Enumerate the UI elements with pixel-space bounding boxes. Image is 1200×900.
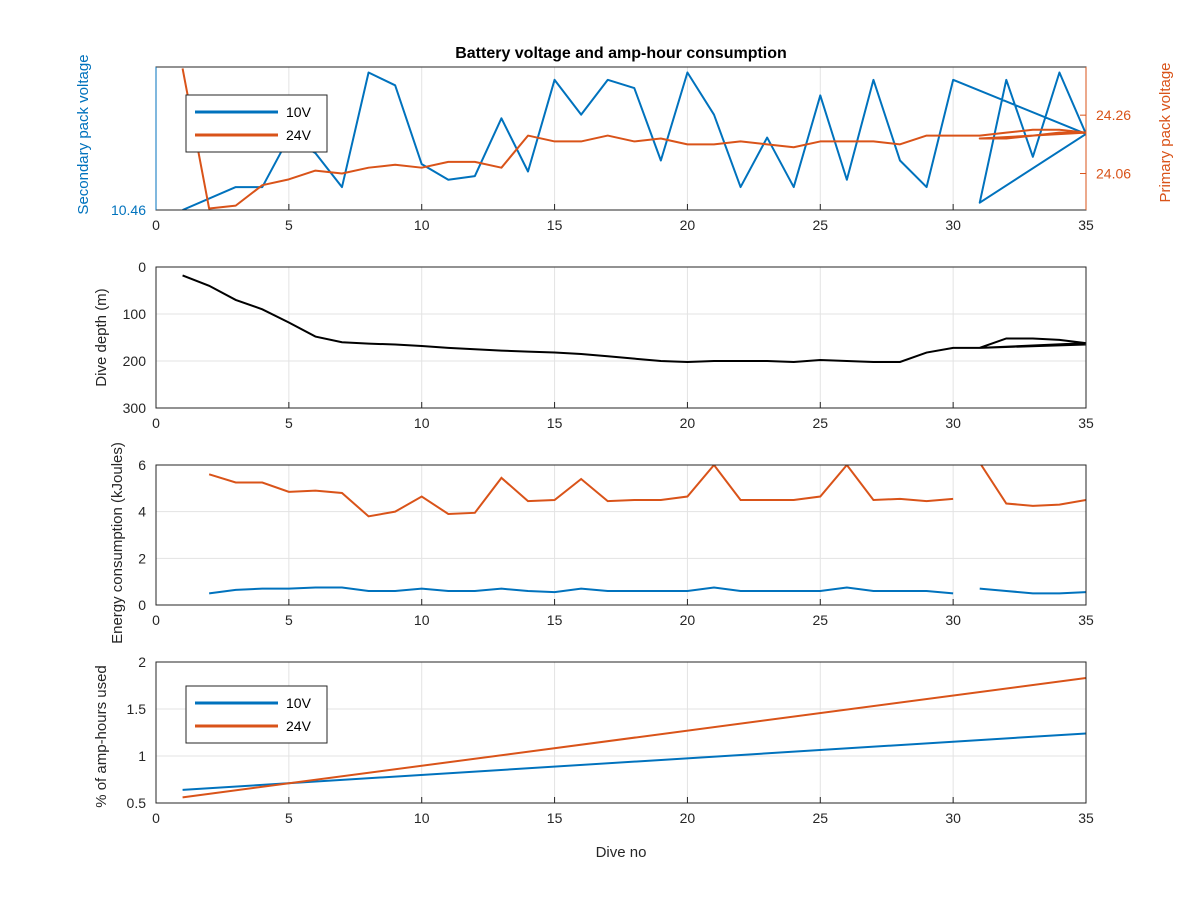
voltage-panel: 0 5 10 15 20 25 30 35 10.46 24.06 24.26 Secondary p… [75,54,1174,233]
amphour-panel: 0 5 10 15 20 25 30 35 0.5 1 1.5 2 % of amp-hours use… [93,654,1094,861]
energy-line-1 [209,586,954,595]
series-line-10V [182,732,1086,791]
y-tick-label: 0 [138,259,146,275]
x-tick-label: 20 [680,612,696,628]
legend-box [185,685,328,744]
y-axis-label: Energy consumption (kJoules) [109,442,126,644]
x-tick-label: 30 [945,415,961,431]
y-tick-label: 4 [138,504,146,520]
energy-line-0 [980,465,1086,507]
series-line-24V [182,676,1086,799]
x-tick-label: 5 [285,612,293,628]
y-tick-label: 1 [138,748,146,764]
x-tick-label: 20 [680,810,696,826]
x-tick-label: 25 [812,217,828,233]
x-tick-label: 10 [414,415,430,431]
x-tick-label: 20 [680,415,696,431]
x-tick-label: 0 [152,810,160,826]
x-tick-label: 5 [285,415,293,431]
y-left-axis-label: Secondary pack voltage [75,54,92,214]
y-right-tick-label: 24.06 [1096,166,1131,182]
depth-line [182,274,1086,363]
y-tick-label: 0.5 [127,795,147,811]
plot-frame [155,464,1087,606]
y-left-tick-label: 10.46 [111,202,146,218]
plot-frame [155,661,1087,804]
x-tick-label: 15 [547,217,563,233]
y-axis-label: % of amp-hours used [93,665,110,808]
plot-frame [155,266,1087,409]
x-tick-label: 25 [812,612,828,628]
y-tick-label: 100 [123,306,147,322]
y-right-tick-label: 24.26 [1096,107,1131,123]
x-tick-label: 25 [812,810,828,826]
x-tick-label: 0 [152,217,160,233]
legend-entry: 24V [286,718,312,734]
x-tick-label: 35 [1078,415,1094,431]
energy-line-0 [208,465,954,518]
x-tick-label: 30 [945,612,961,628]
x-tick-label: 0 [152,612,160,628]
y-tick-label: 0 [138,597,146,613]
x-tick-label: 35 [1078,217,1094,233]
y-right-axis-label: Primary pack voltage [1157,62,1174,202]
x-tick-label: 10 [414,810,430,826]
y-tick-label: 2 [138,550,146,566]
energy-panel: 0 5 10 15 20 25 30 35 0 2 4 6 Energy consumption (kJ… [109,442,1094,644]
legend-entry: 10V [286,695,312,711]
x-tick-label: 30 [945,217,961,233]
x-tick-label: 15 [547,810,563,826]
x-axis-label: Dive no [596,844,647,861]
x-tick-label: 10 [414,612,430,628]
legend-entry: 10V [286,104,312,120]
x-tick-label: 15 [547,415,563,431]
y-tick-label: 2 [138,654,146,670]
x-tick-label: 10 [414,217,430,233]
energy-line-1 [979,587,1086,595]
x-tick-label: 35 [1078,612,1094,628]
x-tick-label: 5 [285,217,293,233]
x-tick-label: 15 [547,612,563,628]
figure-title: Battery voltage and amp-hour consumption [455,45,787,62]
series-line-10V [182,71,1086,210]
y-tick-label: 1.5 [127,701,147,717]
x-tick-label: 0 [152,415,160,431]
x-tick-label: 5 [285,810,293,826]
x-tick-label: 30 [945,810,961,826]
series-line-24V [181,68,1086,210]
y-tick-label: 200 [123,353,147,369]
legend-entry: 24V [286,127,312,143]
y-tick-label: 6 [138,457,146,473]
x-tick-label: 20 [680,217,696,233]
legend-box [185,94,328,153]
y-tick-label: 300 [123,400,147,416]
y-axis-label: Dive depth (m) [93,288,110,386]
x-tick-label: 35 [1078,810,1094,826]
x-tick-label: 25 [812,415,828,431]
depth-panel: 0 5 10 15 20 25 30 35 0 100 200 300 Dive depth (m) [93,259,1094,431]
